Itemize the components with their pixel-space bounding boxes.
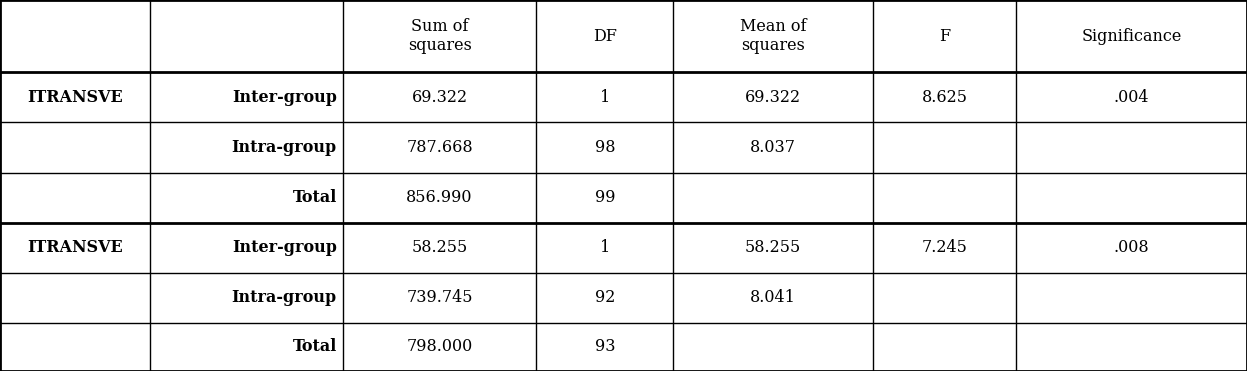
Text: Inter-group: Inter-group: [232, 239, 337, 256]
Text: 92: 92: [595, 289, 615, 306]
Text: .008: .008: [1114, 239, 1150, 256]
Text: DF: DF: [592, 28, 617, 45]
Text: 787.668: 787.668: [407, 139, 473, 156]
Text: 856.990: 856.990: [407, 189, 473, 206]
Text: Total: Total: [293, 189, 337, 206]
Text: 7.245: 7.245: [922, 239, 968, 256]
Text: ITRANSVE: ITRANSVE: [27, 89, 122, 106]
Text: Significance: Significance: [1081, 28, 1182, 45]
Text: 8.625: 8.625: [922, 89, 968, 106]
Text: 58.255: 58.255: [412, 239, 468, 256]
Text: 99: 99: [595, 189, 615, 206]
Text: ITRANSVE: ITRANSVE: [27, 239, 122, 256]
Text: 8.037: 8.037: [751, 139, 796, 156]
Text: Mean of
squares: Mean of squares: [739, 18, 807, 55]
Text: 69.322: 69.322: [744, 89, 802, 106]
Text: 98: 98: [595, 139, 615, 156]
Text: 1: 1: [600, 89, 610, 106]
Text: Intra-group: Intra-group: [232, 139, 337, 156]
Text: 798.000: 798.000: [407, 338, 473, 355]
Text: Total: Total: [293, 338, 337, 355]
Text: Intra-group: Intra-group: [232, 289, 337, 306]
Text: Inter-group: Inter-group: [232, 89, 337, 106]
Text: F: F: [939, 28, 950, 45]
Text: 58.255: 58.255: [744, 239, 802, 256]
Text: 69.322: 69.322: [412, 89, 468, 106]
Text: 93: 93: [595, 338, 615, 355]
Text: .004: .004: [1114, 89, 1150, 106]
Text: 739.745: 739.745: [407, 289, 473, 306]
Text: 8.041: 8.041: [751, 289, 796, 306]
Text: Sum of
squares: Sum of squares: [408, 18, 471, 55]
Text: 1: 1: [600, 239, 610, 256]
